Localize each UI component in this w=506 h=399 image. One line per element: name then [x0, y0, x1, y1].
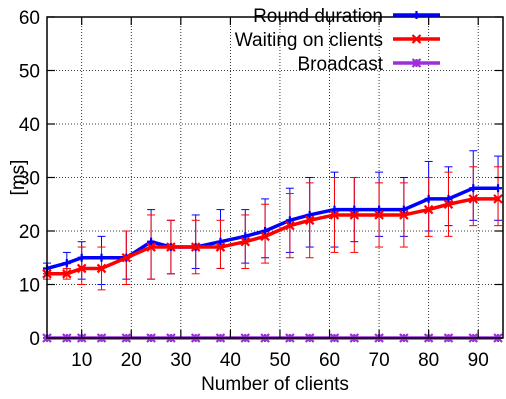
x-tick-label: 70 [369, 350, 390, 371]
legend: Round duration Waiting on clients Broadcas… [235, 6, 440, 75]
data-point-waiting-on-clients [121, 252, 132, 263]
y-tick-label: 20 [19, 222, 40, 243]
data-point-waiting-on-clients [76, 263, 87, 274]
data-point-waiting-on-clients [260, 231, 270, 242]
data-point-round-duration [375, 205, 384, 214]
data-point-round-duration [285, 216, 294, 225]
data-point-waiting-on-clients [240, 236, 251, 247]
data-point-round-duration [97, 253, 106, 262]
y-tick-label: 0 [29, 329, 40, 350]
y-tick-label: 50 [19, 62, 40, 83]
data-point-round-duration [424, 194, 433, 203]
data-point-waiting-on-clients [215, 242, 226, 252]
data-point-round-duration [350, 205, 359, 214]
x-tick-label: 30 [170, 350, 191, 371]
legend-marker-round-duration [412, 11, 421, 19]
y-tick-label: 30 [19, 169, 40, 190]
data-point-waiting-on-clients [304, 215, 315, 226]
data-point-waiting-on-clients [399, 210, 409, 220]
legend-label-broadcast: Broadcast [297, 54, 383, 75]
x-tick-label: 80 [418, 350, 439, 371]
data-point-waiting-on-clients [146, 242, 156, 252]
axis-ticks: 0 10 20 30 40 50 60 10 20 30 40 50 60 70 80 90 [19, 8, 503, 371]
data-point-waiting-on-clients [423, 204, 434, 215]
data-point-waiting-on-clients [374, 210, 384, 220]
data-point-round-duration [305, 210, 314, 219]
data-point-waiting-on-clients [285, 220, 295, 231]
data-point-round-duration [62, 259, 71, 268]
data-point-round-duration [147, 237, 156, 246]
data-point-waiting-on-clients [190, 242, 201, 252]
data-point-round-duration [469, 184, 478, 193]
error-bars [43, 150, 503, 291]
x-tick-label: 90 [468, 350, 489, 371]
legend-marker-waiting-on-clients [411, 34, 422, 44]
y-tick-label: 60 [19, 8, 40, 29]
x-tick-label: 40 [220, 350, 241, 371]
x-axis-label: Number of clients [201, 374, 349, 395]
data-point-round-duration [399, 205, 408, 214]
legend-label-waiting-on-clients: Waiting on clients [235, 30, 383, 51]
data-point-round-duration [216, 237, 225, 246]
series-lines [42, 184, 503, 343]
data-point-waiting-on-clients [166, 242, 176, 252]
data-point-round-duration [330, 205, 339, 214]
data-point-waiting-on-clients [443, 199, 454, 210]
y-tick-label: 40 [19, 115, 40, 136]
data-point-waiting-on-clients [468, 194, 479, 204]
x-tick-label: 10 [71, 350, 92, 371]
legend-marker-broadcast [411, 58, 422, 68]
data-point-round-duration [261, 227, 270, 235]
data-point-waiting-on-clients [493, 194, 503, 204]
data-point-round-duration [444, 194, 453, 203]
data-point-waiting-on-clients [62, 269, 72, 279]
y-axis-label: [ms] [8, 160, 29, 196]
legend-label-round-duration: Round duration [253, 6, 383, 27]
grid-lines [47, 17, 503, 338]
y-tick-label: 10 [19, 276, 40, 297]
data-point-waiting-on-clients [329, 210, 340, 220]
data-point-round-duration [494, 184, 503, 193]
data-point-waiting-on-clients [349, 210, 360, 220]
series-line-round-duration [46, 186, 499, 271]
data-point-round-duration [77, 253, 86, 262]
x-tick-label: 50 [269, 350, 290, 371]
data-point-round-duration [241, 232, 250, 241]
data-point-waiting-on-clients [96, 263, 107, 274]
x-tick-label: 60 [319, 350, 340, 371]
x-tick-label: 20 [121, 350, 142, 371]
